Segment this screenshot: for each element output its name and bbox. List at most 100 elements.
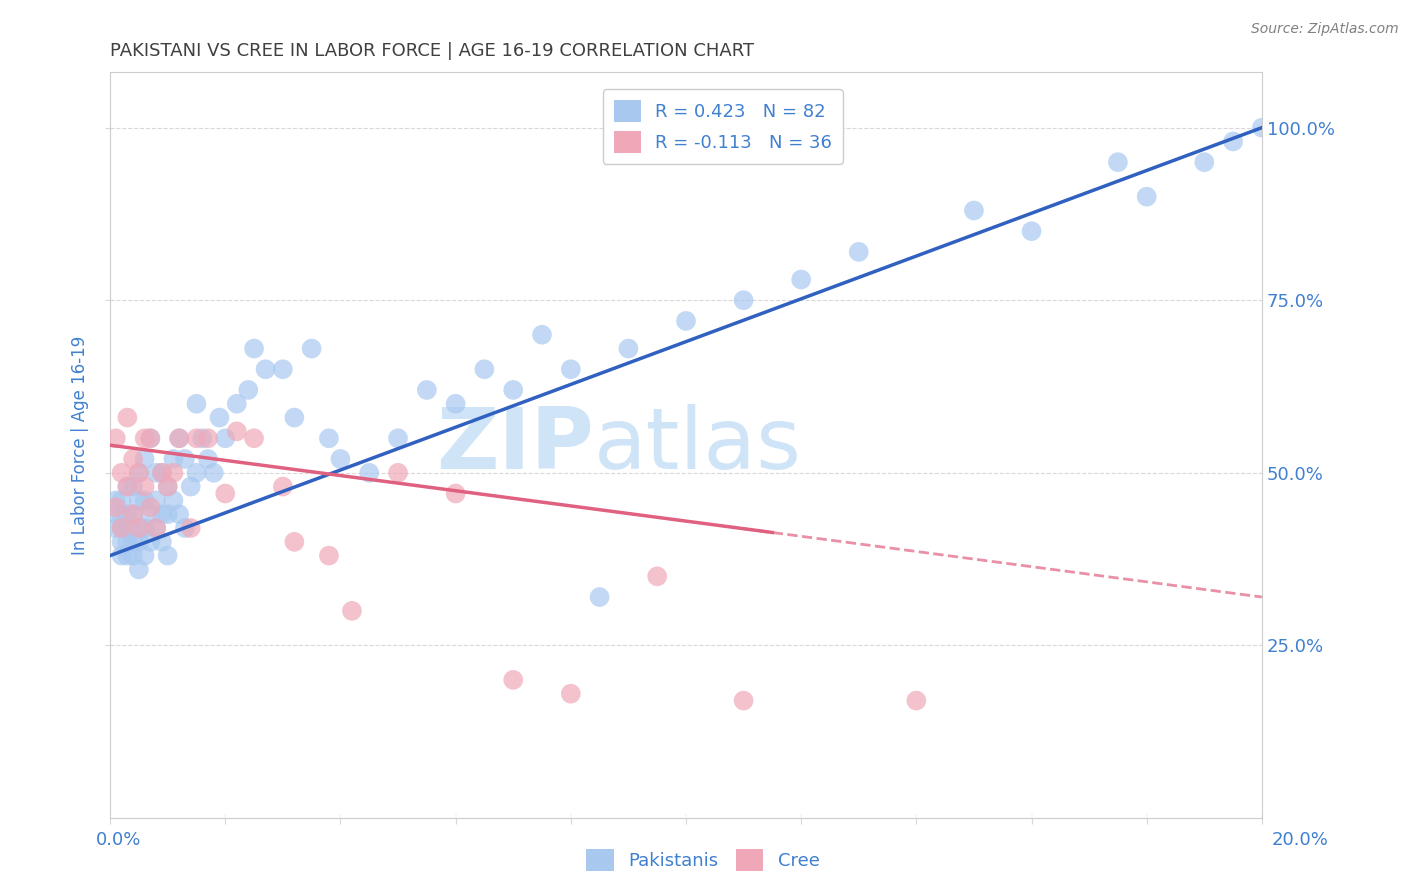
Point xyxy=(197,452,219,467)
Point xyxy=(202,466,225,480)
Point xyxy=(139,431,162,445)
Point xyxy=(128,466,150,480)
Point xyxy=(110,507,132,521)
Text: PAKISTANI VS CREE IN LABOR FORCE | AGE 16-19 CORRELATION CHART: PAKISTANI VS CREE IN LABOR FORCE | AGE 1… xyxy=(110,42,754,60)
Point xyxy=(117,549,139,563)
Point xyxy=(963,203,986,218)
Point xyxy=(162,493,184,508)
Point xyxy=(225,397,247,411)
Legend: Pakistanis, Cree: Pakistanis, Cree xyxy=(579,842,827,879)
Point xyxy=(340,604,363,618)
Point xyxy=(150,507,173,521)
Point xyxy=(1136,189,1159,203)
Point xyxy=(186,431,208,445)
Point xyxy=(675,314,697,328)
Point xyxy=(117,480,139,494)
Point xyxy=(162,466,184,480)
Point xyxy=(145,521,167,535)
Point xyxy=(139,431,162,445)
Point xyxy=(502,383,524,397)
Text: Source: ZipAtlas.com: Source: ZipAtlas.com xyxy=(1251,22,1399,37)
Point xyxy=(530,327,553,342)
Point xyxy=(156,480,179,494)
Point xyxy=(243,431,266,445)
Point xyxy=(208,410,231,425)
Point xyxy=(134,493,156,508)
Point xyxy=(387,431,409,445)
Point xyxy=(167,507,190,521)
Point xyxy=(318,431,340,445)
Point xyxy=(122,480,145,494)
Point xyxy=(588,590,610,604)
Point xyxy=(301,342,323,356)
Point xyxy=(110,521,132,535)
Point xyxy=(156,480,179,494)
Point xyxy=(329,452,352,467)
Text: 0.0%: 0.0% xyxy=(96,831,141,849)
Point xyxy=(502,673,524,687)
Point xyxy=(117,507,139,521)
Point xyxy=(444,486,467,500)
Point xyxy=(560,687,582,701)
Point xyxy=(117,521,139,535)
Point xyxy=(117,480,139,494)
Point xyxy=(214,486,236,500)
Point xyxy=(150,466,173,480)
Point xyxy=(560,362,582,376)
Point xyxy=(117,534,139,549)
Point xyxy=(128,562,150,576)
Legend: R = 0.423   N = 82, R = -0.113   N = 36: R = 0.423 N = 82, R = -0.113 N = 36 xyxy=(603,89,844,163)
Point xyxy=(122,549,145,563)
Point xyxy=(139,500,162,515)
Point xyxy=(283,534,305,549)
Point xyxy=(1251,120,1274,135)
Point xyxy=(145,521,167,535)
Text: 20.0%: 20.0% xyxy=(1272,831,1329,849)
Point xyxy=(238,383,260,397)
Point xyxy=(150,466,173,480)
Point xyxy=(156,507,179,521)
Text: ZIP: ZIP xyxy=(436,404,593,487)
Point xyxy=(283,410,305,425)
Point xyxy=(134,431,156,445)
Point xyxy=(128,521,150,535)
Point xyxy=(905,693,928,707)
Point xyxy=(128,493,150,508)
Point xyxy=(150,534,173,549)
Point xyxy=(104,493,127,508)
Point xyxy=(1222,135,1244,149)
Point xyxy=(139,507,162,521)
Point xyxy=(318,549,340,563)
Point xyxy=(254,362,277,376)
Point xyxy=(617,342,640,356)
Y-axis label: In Labor Force | Age 16-19: In Labor Force | Age 16-19 xyxy=(72,335,89,555)
Point xyxy=(359,466,381,480)
Point xyxy=(167,431,190,445)
Point xyxy=(128,521,150,535)
Point xyxy=(110,466,132,480)
Point xyxy=(139,534,162,549)
Point xyxy=(122,507,145,521)
Point xyxy=(117,410,139,425)
Point xyxy=(104,431,127,445)
Point xyxy=(104,521,127,535)
Point xyxy=(110,549,132,563)
Point xyxy=(271,480,294,494)
Point xyxy=(174,521,197,535)
Point xyxy=(733,693,755,707)
Point xyxy=(191,431,214,445)
Point xyxy=(134,452,156,467)
Point xyxy=(271,362,294,376)
Point xyxy=(110,493,132,508)
Point xyxy=(645,569,668,583)
Point xyxy=(128,466,150,480)
Point xyxy=(387,466,409,480)
Point xyxy=(186,466,208,480)
Point xyxy=(180,480,202,494)
Point xyxy=(104,500,127,515)
Text: atlas: atlas xyxy=(593,404,801,487)
Point xyxy=(243,342,266,356)
Point xyxy=(225,425,247,439)
Point xyxy=(474,362,496,376)
Point xyxy=(167,431,190,445)
